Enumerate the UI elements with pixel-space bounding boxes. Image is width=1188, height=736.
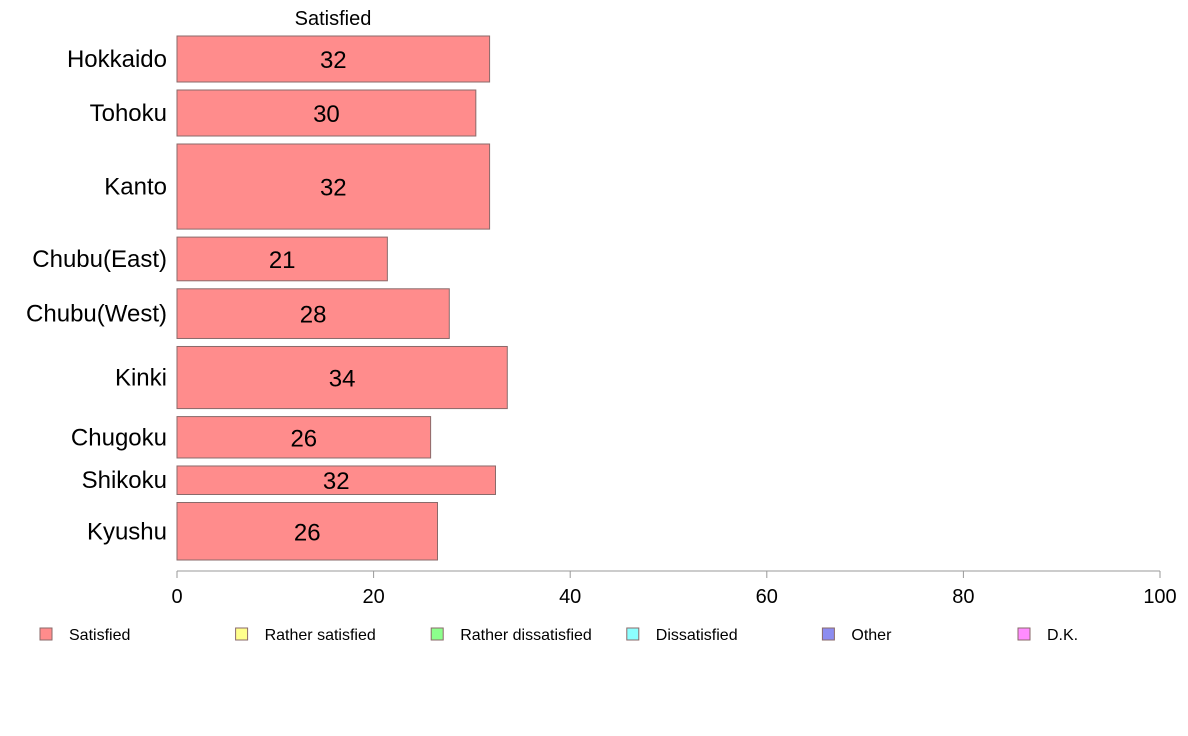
category-label-kyushu: Kyushu [87,518,167,545]
bar-kanto-satisfied [176,143,491,230]
bar-value-label: 30 [313,101,340,128]
legend-label-d-k-: D.K. [1047,627,1078,644]
legend-swatch-d-k- [1017,627,1031,641]
bar-value-label: 32 [320,175,347,202]
series-header-label: Satisfied [295,8,372,30]
bar-kyushu-satisfied [176,502,438,561]
legend-label-other: Other [851,627,892,644]
category-label-chubu-west-: Chubu(West) [26,301,167,328]
legend-label-dissatisfied: Dissatisfied [656,627,738,644]
legend-label-rather-satisfied: Rather satisfied [265,627,376,644]
category-label-kinki: Kinki [115,365,167,392]
legend-swatch-rather-dissatisfied [430,627,444,641]
bar-hokkaido-satisfied [176,35,491,83]
x-tick-label: 20 [362,586,384,608]
x-tick-label: 0 [171,586,182,608]
bar-kinki-satisfied [176,345,508,410]
legend-label-satisfied: Satisfied [69,627,130,644]
bars-layer [176,35,508,561]
legend-swatch-satisfied [39,627,53,641]
bar-chubu-west--satisfied [176,288,450,339]
x-tick-label: 100 [1143,586,1176,608]
bar-shikoku-satisfied [176,465,496,496]
x-tick-label: 60 [756,586,778,608]
bar-value-label: 34 [329,366,356,393]
bar-chubu-east--satisfied [176,236,388,282]
bar-value-label: 21 [269,247,296,274]
x-tick-label: 80 [952,586,974,608]
labels-layer: Satisfied Hokkaido 32 Tohoku 30 Kanto 32 Chubu(… [26,8,371,546]
category-label-tohoku: Tohoku [90,100,167,127]
category-label-chubu-east-: Chubu(East) [32,246,167,273]
x-axis: 0 20 40 60 80 100 [171,570,1177,608]
legend: Satisfied Rather satisfied Rather dissatis… [39,627,1078,644]
bar-value-label: 28 [300,302,327,329]
x-tick-label: 40 [559,586,581,608]
bar-chugoku-satisfied [176,416,432,459]
legend-swatch-dissatisfied [626,627,640,641]
category-label-chugoku: Chugoku [71,424,167,451]
bar-value-label: 32 [323,468,350,495]
bar-value-label: 26 [290,425,317,452]
legend-label-rather-dissatisfied: Rather dissatisfied [460,627,592,644]
bar-tohoku-satisfied [176,89,477,137]
legend-swatch-other [821,627,835,641]
category-label-shikoku: Shikoku [82,467,167,494]
legend-swatch-rather-satisfied [235,627,249,641]
category-label-hokkaido: Hokkaido [67,46,167,73]
bar-value-label: 32 [320,47,347,74]
category-label-kanto: Kanto [104,174,167,201]
bar-value-label: 26 [294,519,321,546]
